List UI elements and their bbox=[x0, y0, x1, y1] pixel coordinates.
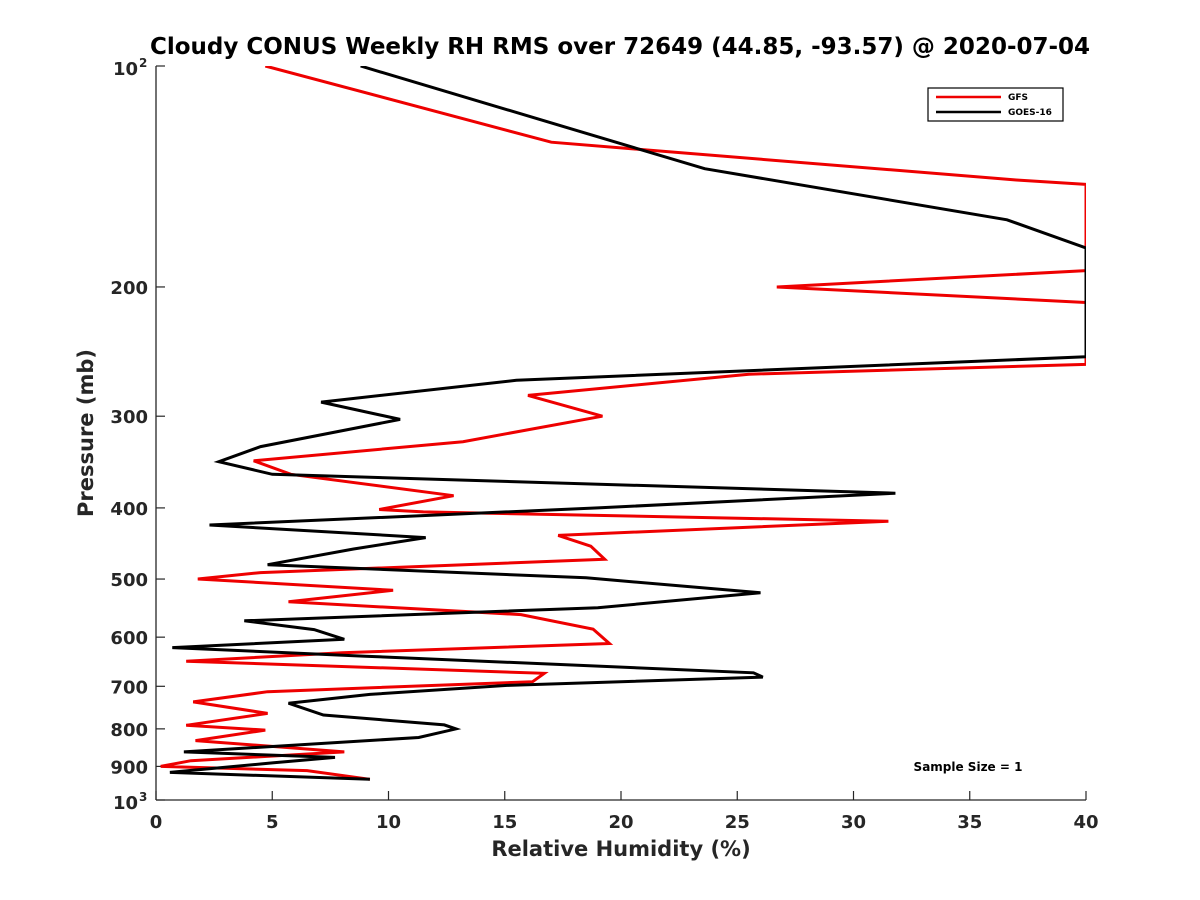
y-tick-label: 400 bbox=[110, 499, 148, 520]
x-tick-label: 25 bbox=[725, 812, 750, 833]
x-tick-label: 10 bbox=[376, 812, 401, 833]
x-tick-label: 40 bbox=[1073, 812, 1098, 833]
y-tick-exponent: 2 bbox=[139, 56, 147, 70]
series-line-goes-16 bbox=[169, 66, 1086, 781]
x-tick-label: 20 bbox=[608, 812, 633, 833]
legend: GFS GOES-16 bbox=[927, 87, 1064, 122]
legend-goes16-label: GOES-16 bbox=[1008, 108, 1052, 118]
legend-box bbox=[927, 87, 1064, 122]
x-tick-label: 35 bbox=[957, 812, 982, 833]
x-tick-label: 0 bbox=[150, 812, 163, 833]
y-tick-exponent: 3 bbox=[139, 790, 147, 804]
sample-size-annotation: Sample Size = 1 bbox=[914, 760, 1023, 774]
series-layer bbox=[160, 66, 1086, 781]
chart-title: Cloudy CONUS Weekly RH RMS over 72649 (4… bbox=[150, 34, 1090, 60]
y-tick-label: 700 bbox=[110, 677, 148, 698]
y-tick-label: 900 bbox=[110, 757, 148, 778]
x-tick-label: 30 bbox=[841, 812, 866, 833]
y-tick-label: 300 bbox=[110, 407, 148, 428]
y-tick-label: 500 bbox=[110, 570, 148, 591]
y-axis-label: Pressure (mb) bbox=[74, 349, 98, 517]
y-tick-label: 600 bbox=[110, 628, 148, 649]
series-line-gfs bbox=[160, 66, 1086, 781]
x-tick-label: 15 bbox=[492, 812, 517, 833]
x-axis-label: Relative Humidity (%) bbox=[491, 837, 750, 861]
y-tick-label: 10 bbox=[113, 793, 138, 814]
y-tick-label: 200 bbox=[110, 278, 148, 299]
x-tick-label: 5 bbox=[266, 812, 279, 833]
legend-gfs-label: GFS bbox=[1008, 93, 1028, 103]
y-tick-label: 800 bbox=[110, 720, 148, 741]
y-tick-label: 10 bbox=[113, 59, 138, 80]
